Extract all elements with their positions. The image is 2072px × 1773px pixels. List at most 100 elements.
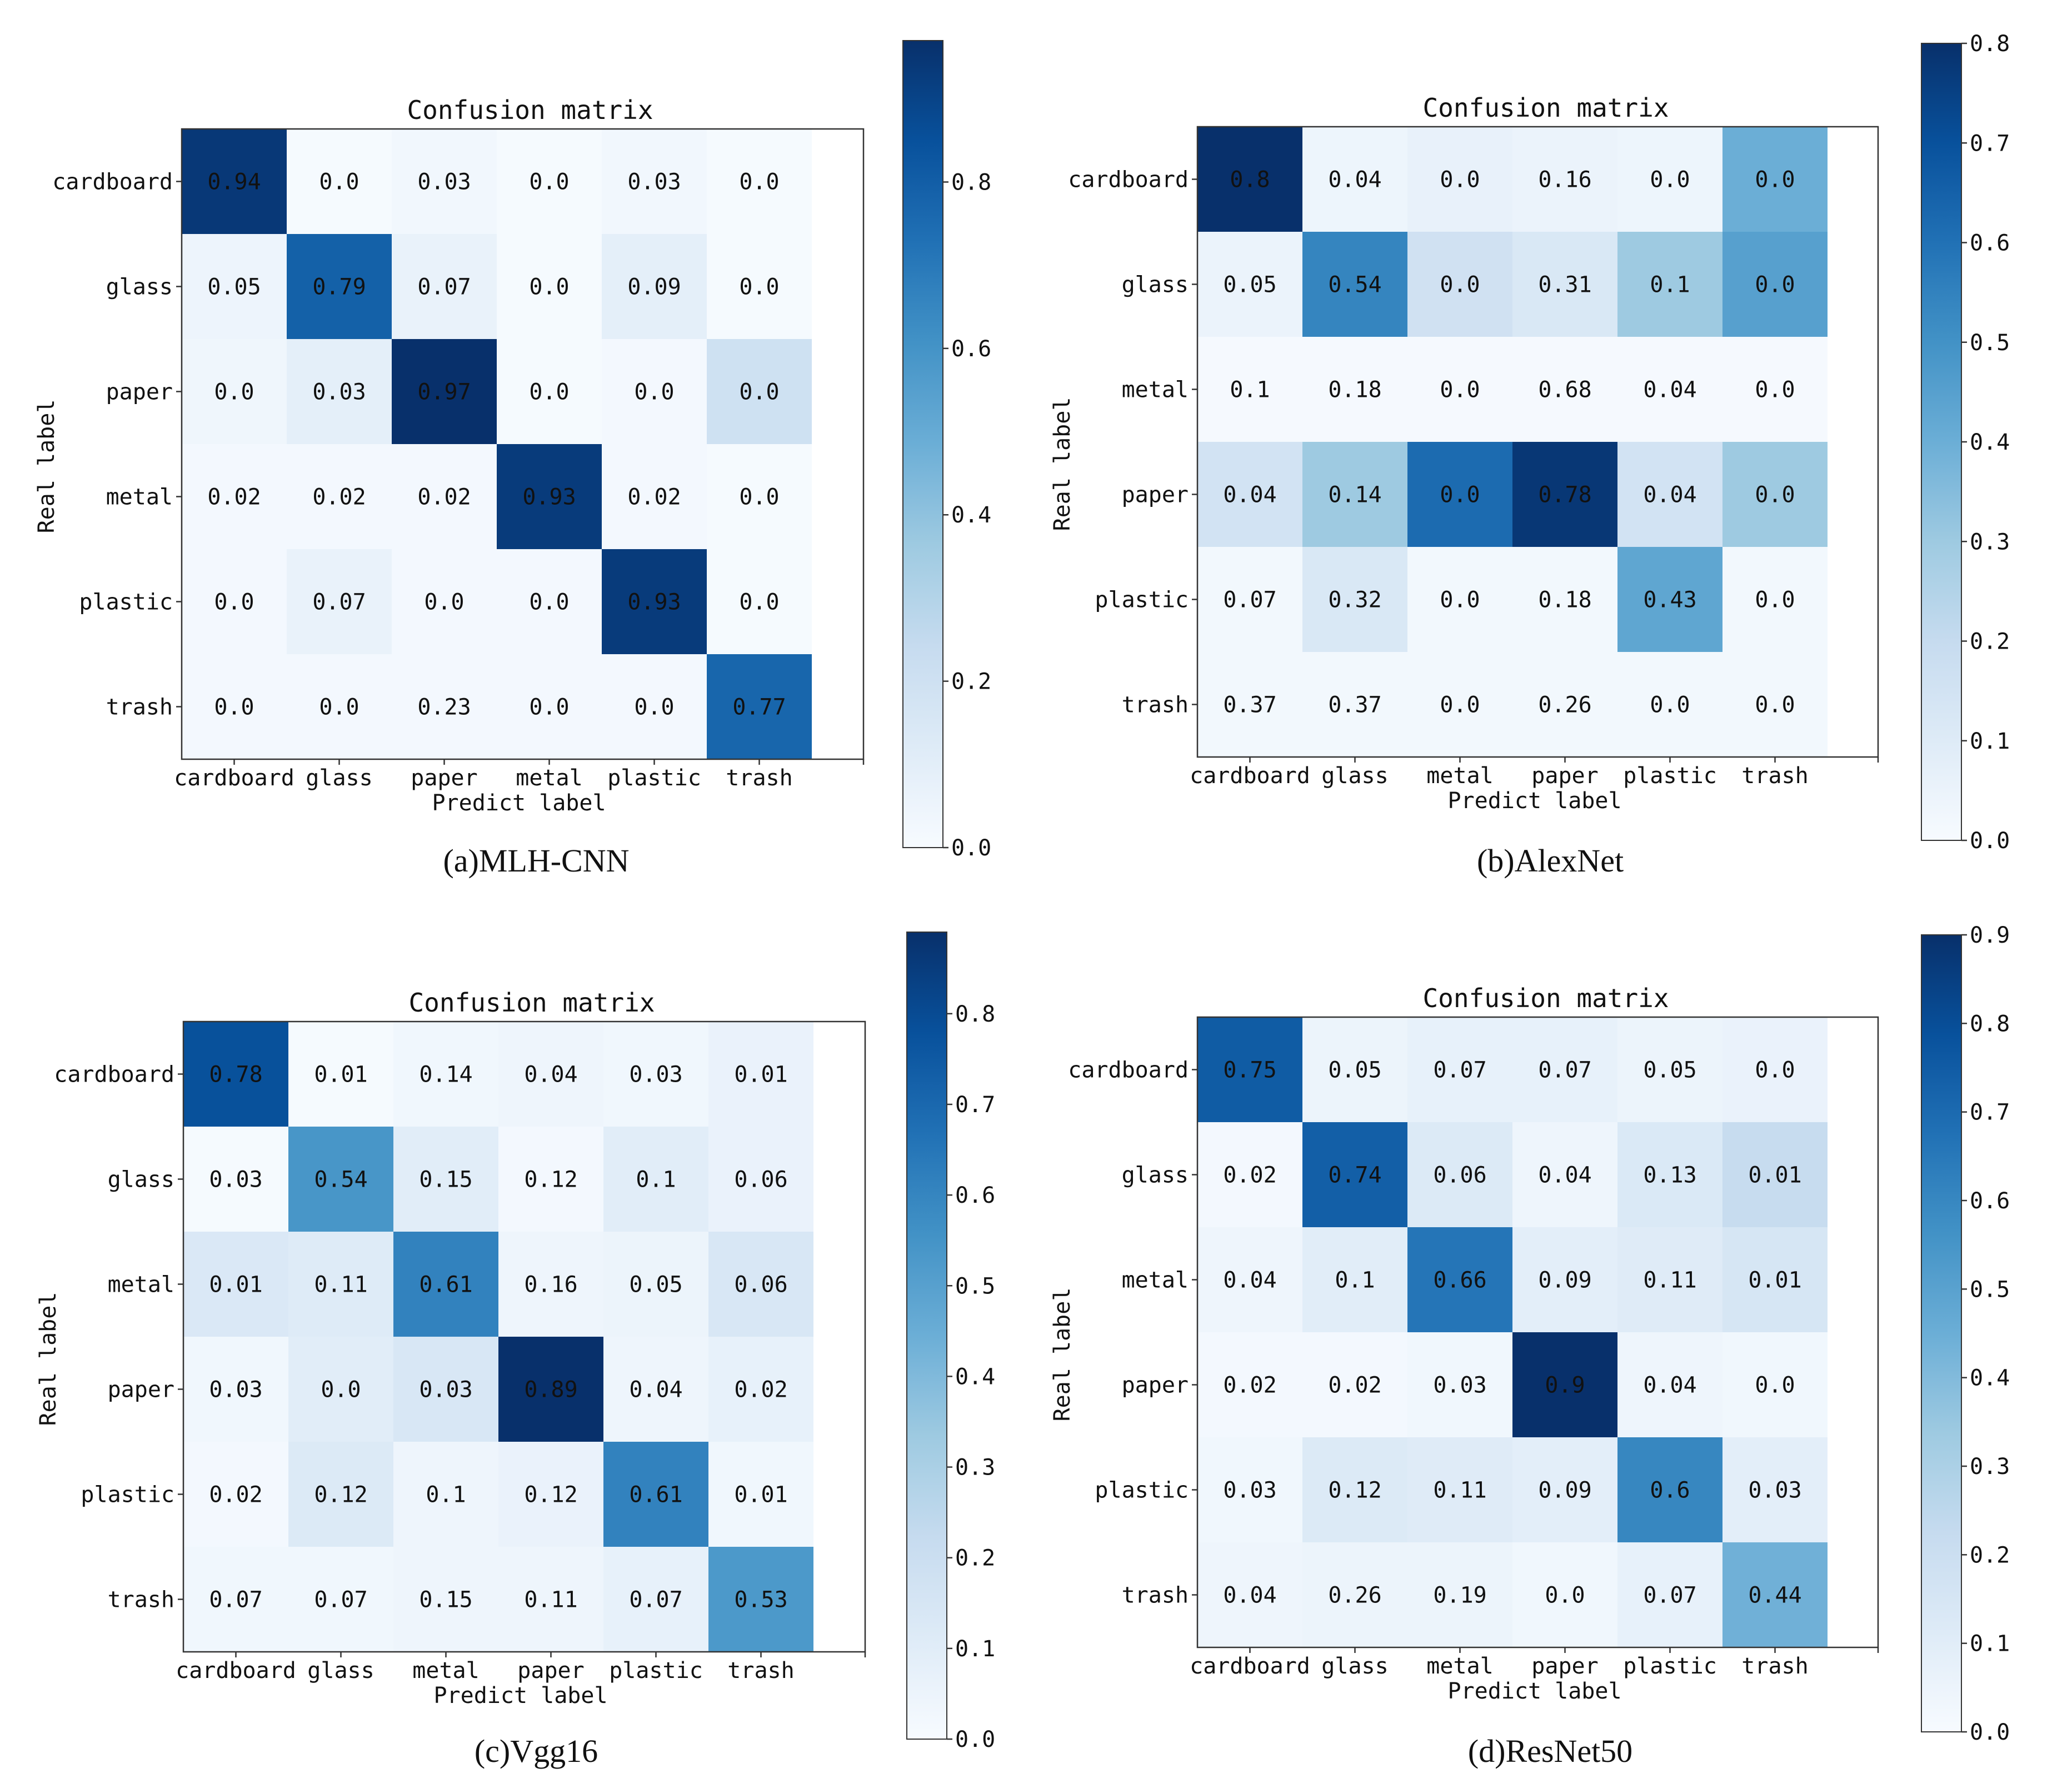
matrix-cell-value: 0.0 [214, 590, 254, 615]
y-tick-label: cardboard [54, 1062, 174, 1088]
matrix-cell [1407, 652, 1512, 757]
matrix-cell-value: 0.0 [321, 1377, 361, 1403]
matrix-cell [182, 234, 287, 339]
matrix-cell [1302, 1227, 1407, 1332]
matrix-cell [707, 654, 812, 759]
matrix-cell [707, 444, 812, 549]
matrix-cell-value: 0.19 [1433, 1583, 1486, 1608]
colorbar-tick-label: 0.4 [951, 502, 991, 528]
matrix-cell [1512, 442, 1617, 547]
matrix-cell-value: 0.0 [1755, 272, 1795, 298]
x-tick-label: plastic [1623, 763, 1717, 789]
colorbar-tick-label: 0.5 [955, 1273, 995, 1299]
matrix-cell-value: 0.12 [1328, 1478, 1381, 1503]
matrix-cell-value: 0.0 [1755, 167, 1795, 193]
x-tick-label: cardboard [174, 765, 294, 791]
matrix-cell [498, 1232, 603, 1337]
matrix-cell [497, 234, 602, 339]
matrix-cell [1197, 547, 1302, 652]
x-tick-label: metal [516, 765, 582, 791]
matrix-cell-value: 0.0 [529, 380, 569, 405]
matrix-cell-value: 0.07 [417, 275, 471, 300]
matrix-cell-value: 0.0 [319, 170, 359, 195]
matrix-cell [182, 339, 287, 444]
matrix-cell-value: 0.79 [312, 275, 366, 300]
matrix-cell [393, 1442, 498, 1547]
matrix-cell [1722, 1332, 1828, 1437]
matrix-cell [1512, 1017, 1617, 1122]
matrix-cell-value: 0.0 [1650, 167, 1690, 193]
y-tick-label: glass [1122, 272, 1189, 298]
panel-caption: (c)Vgg16 [475, 1733, 598, 1769]
matrix-cell [1722, 1122, 1828, 1227]
y-tick-label: cardboard [1068, 1058, 1189, 1083]
matrix-cell [288, 1547, 393, 1652]
matrix-cell-value: 0.07 [1643, 1583, 1696, 1608]
matrix-cell-value: 0.15 [419, 1587, 472, 1613]
matrix-cell-value: 0.14 [1328, 482, 1381, 508]
matrix-cell [1512, 337, 1617, 442]
matrix-cell-value: 0.07 [629, 1587, 682, 1613]
matrix-cell-value: 0.02 [209, 1482, 262, 1508]
matrix-cell [602, 234, 707, 339]
colorbar-tick-label: 0.0 [955, 1727, 995, 1752]
matrix-cell [603, 1127, 708, 1232]
matrix-cell [708, 1547, 813, 1652]
matrix-cell-value: 0.03 [1748, 1478, 1801, 1503]
chart-title: Confusion matrix [1422, 983, 1669, 1013]
matrix-cell [1722, 652, 1828, 757]
matrix-cell [287, 654, 392, 759]
axes-frame [182, 1020, 866, 1653]
matrix-cell [1512, 127, 1617, 232]
matrix-cell [1407, 232, 1512, 337]
matrix-cell-value: 0.97 [417, 380, 471, 405]
colorbar-tick-label: 0.1 [1970, 1631, 2010, 1657]
x-tick-label: metal [1426, 763, 1493, 789]
matrix-cell [1722, 547, 1828, 652]
matrix-cell [182, 654, 287, 759]
matrix-cell-value: 0.02 [734, 1377, 787, 1403]
matrix-cell-value: 0.1 [1650, 272, 1690, 298]
matrix-cell [1617, 652, 1722, 757]
matrix-cell [393, 1337, 498, 1442]
x-tick-label: trash [727, 1658, 794, 1684]
matrix-cell [602, 444, 707, 549]
y-tick-label: trash [106, 695, 173, 720]
matrix-cell-value: 0.09 [627, 275, 681, 300]
matrix-cell-value: 0.05 [1223, 272, 1276, 298]
matrix-cell-value: 0.0 [739, 485, 779, 510]
matrix-cell-value: 0.04 [1538, 1163, 1591, 1188]
matrix-cell-value: 0.16 [1538, 167, 1591, 193]
matrix-cell-value: 0.0 [634, 380, 674, 405]
matrix-cell-value: 0.94 [207, 170, 261, 195]
matrix-cell-value: 0.04 [1223, 482, 1276, 508]
matrix-cell-value: 0.0 [1545, 1583, 1585, 1608]
matrix-cell [707, 549, 812, 654]
confusion-matrix-panel: 0.78 0.01 0.14 0.04 0.03 0.01 0.03 0.54 0.15 0.12… [36, 932, 995, 1769]
matrix-cell [1197, 1017, 1302, 1122]
y-tick-label: glass [108, 1167, 174, 1193]
matrix-cell [1407, 1542, 1512, 1647]
x-tick-label: cardboard [1190, 1654, 1310, 1679]
matrix-cell [393, 1547, 498, 1652]
x-tick-label: metal [1426, 1654, 1493, 1679]
confusion-matrix-panel: 0.75 0.05 0.07 0.07 0.05 0.0 0.02 0.74 0.06 0.04 0… [1050, 923, 2010, 1769]
matrix-cell-value: 0.18 [1538, 587, 1591, 613]
x-tick-label: paper [517, 1658, 584, 1684]
matrix-cell [392, 549, 497, 654]
matrix-cell-value: 0.0 [529, 590, 569, 615]
matrix-cell-value: 0.04 [1643, 482, 1696, 508]
matrix-cell [1302, 1017, 1407, 1122]
matrix-cell [1302, 1122, 1407, 1227]
colorbar-tick-label: 0.4 [955, 1364, 995, 1389]
matrix-cell [1302, 442, 1407, 547]
matrix-cell [287, 129, 392, 234]
colorbar-tick-label: 0.3 [1970, 529, 2010, 555]
y-axis-label: Real label [1050, 1288, 1075, 1422]
matrix-cell-value: 0.05 [207, 275, 261, 300]
matrix-cell-value: 0.05 [1643, 1058, 1696, 1083]
matrix-cell-value: 0.66 [1433, 1268, 1486, 1293]
matrix-cell [392, 654, 497, 759]
matrix-cell-value: 0.03 [209, 1377, 262, 1403]
x-tick-label: glass [1321, 1654, 1388, 1679]
